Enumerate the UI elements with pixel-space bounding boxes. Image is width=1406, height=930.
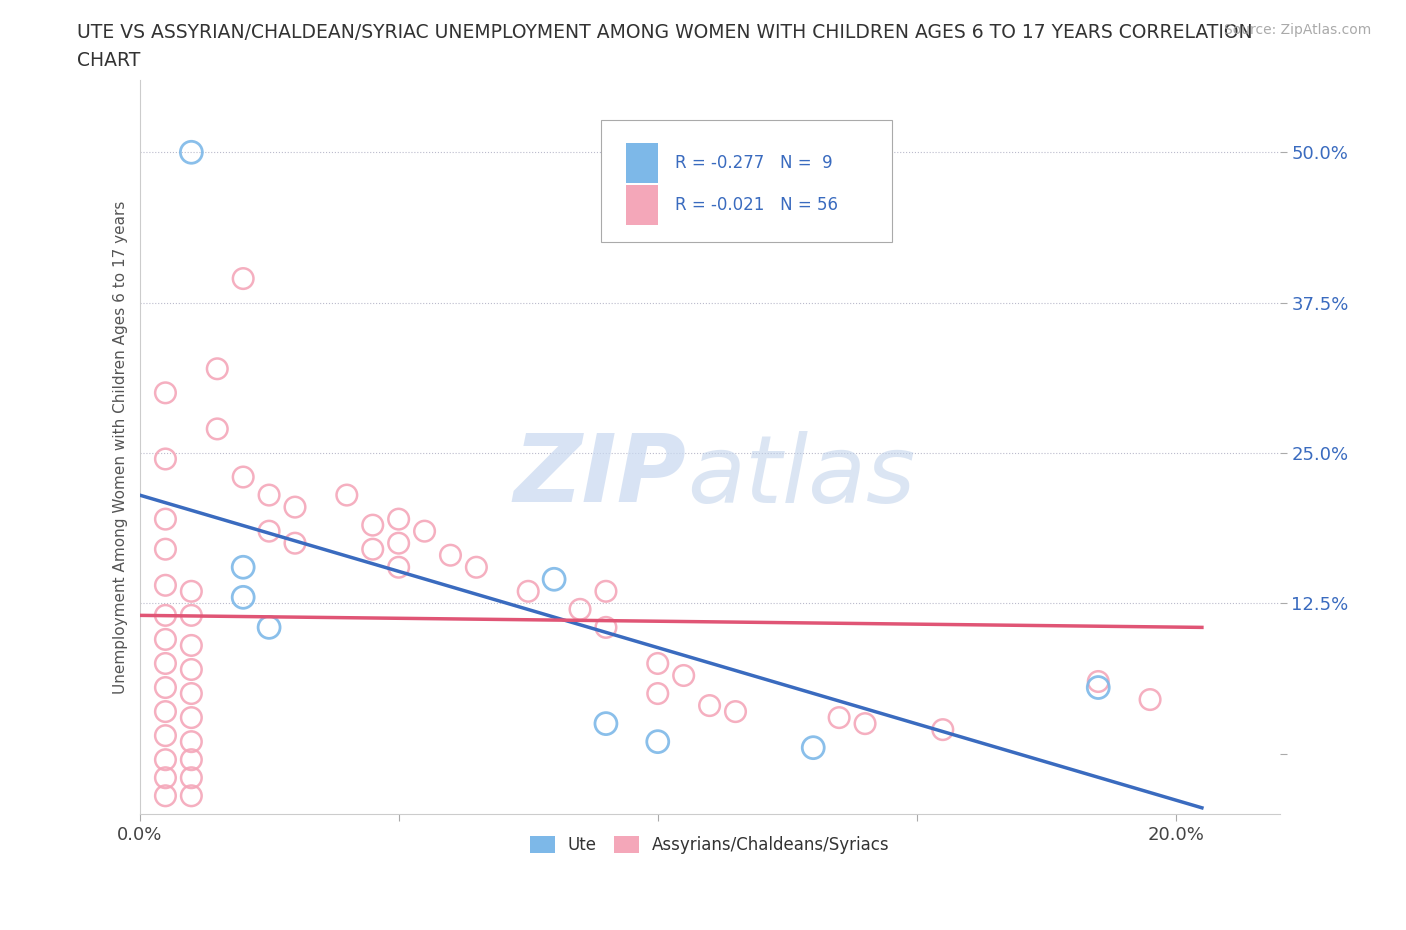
Point	[155, 385, 177, 400]
Text: CHART: CHART	[77, 51, 141, 70]
Point	[155, 704, 177, 719]
Point	[388, 512, 411, 526]
Point	[647, 734, 669, 749]
Point	[207, 362, 229, 377]
Point	[257, 524, 280, 538]
Point	[647, 686, 669, 701]
Point	[155, 542, 177, 557]
Point	[257, 620, 280, 635]
Point	[180, 734, 202, 749]
Point	[1139, 692, 1161, 707]
Point	[180, 638, 202, 653]
Point	[155, 770, 177, 785]
Point	[180, 584, 202, 599]
Point	[155, 452, 177, 467]
Text: ZIP: ZIP	[515, 431, 686, 523]
Text: UTE VS ASSYRIAN/CHALDEAN/SYRIAC UNEMPLOYMENT AMONG WOMEN WITH CHILDREN AGES 6 TO: UTE VS ASSYRIAN/CHALDEAN/SYRIAC UNEMPLOY…	[77, 23, 1253, 42]
Point	[932, 723, 955, 737]
Point	[155, 632, 177, 647]
Point	[232, 590, 254, 604]
Point	[595, 584, 617, 599]
Point	[388, 536, 411, 551]
Point	[595, 716, 617, 731]
Point	[180, 789, 202, 804]
Point	[465, 560, 488, 575]
Text: R = -0.021   N = 56: R = -0.021 N = 56	[675, 196, 838, 214]
Point	[180, 608, 202, 623]
Point	[180, 752, 202, 767]
Point	[155, 608, 177, 623]
Point	[284, 536, 307, 551]
Point	[155, 512, 177, 526]
Point	[155, 752, 177, 767]
Point	[180, 662, 202, 677]
Legend: Ute, Assyrians/Chaldeans/Syriacs: Ute, Assyrians/Chaldeans/Syriacs	[523, 829, 896, 860]
Point	[155, 656, 177, 671]
Point	[361, 518, 384, 533]
Point	[595, 620, 617, 635]
Point	[232, 470, 254, 485]
Bar	[626, 143, 658, 183]
Point	[724, 704, 747, 719]
Point	[413, 524, 436, 538]
Point	[647, 656, 669, 671]
Point	[180, 770, 202, 785]
Point	[517, 584, 540, 599]
Point	[284, 499, 307, 514]
Point	[699, 698, 721, 713]
Y-axis label: Unemployment Among Women with Children Ages 6 to 17 years: Unemployment Among Women with Children A…	[114, 200, 128, 694]
Point	[180, 711, 202, 725]
Point	[180, 145, 202, 160]
Point	[232, 560, 254, 575]
Point	[207, 421, 229, 436]
Point	[439, 548, 461, 563]
Point	[1087, 680, 1109, 695]
Point	[543, 572, 565, 587]
Point	[155, 789, 177, 804]
Point	[336, 487, 359, 502]
FancyBboxPatch shape	[602, 121, 891, 242]
Point	[257, 487, 280, 502]
Point	[155, 680, 177, 695]
Text: atlas: atlas	[686, 431, 915, 522]
Point	[853, 716, 876, 731]
Point	[232, 272, 254, 286]
Point	[569, 602, 592, 617]
Text: R = -0.277   N =  9: R = -0.277 N = 9	[675, 154, 832, 172]
Point	[155, 578, 177, 592]
Point	[361, 542, 384, 557]
Point	[801, 740, 824, 755]
Point	[388, 560, 411, 575]
Point	[155, 728, 177, 743]
Point	[672, 668, 695, 683]
Point	[1087, 674, 1109, 689]
Bar	[626, 185, 658, 225]
Point	[828, 711, 851, 725]
Point	[180, 686, 202, 701]
Text: Source: ZipAtlas.com: Source: ZipAtlas.com	[1223, 23, 1371, 37]
